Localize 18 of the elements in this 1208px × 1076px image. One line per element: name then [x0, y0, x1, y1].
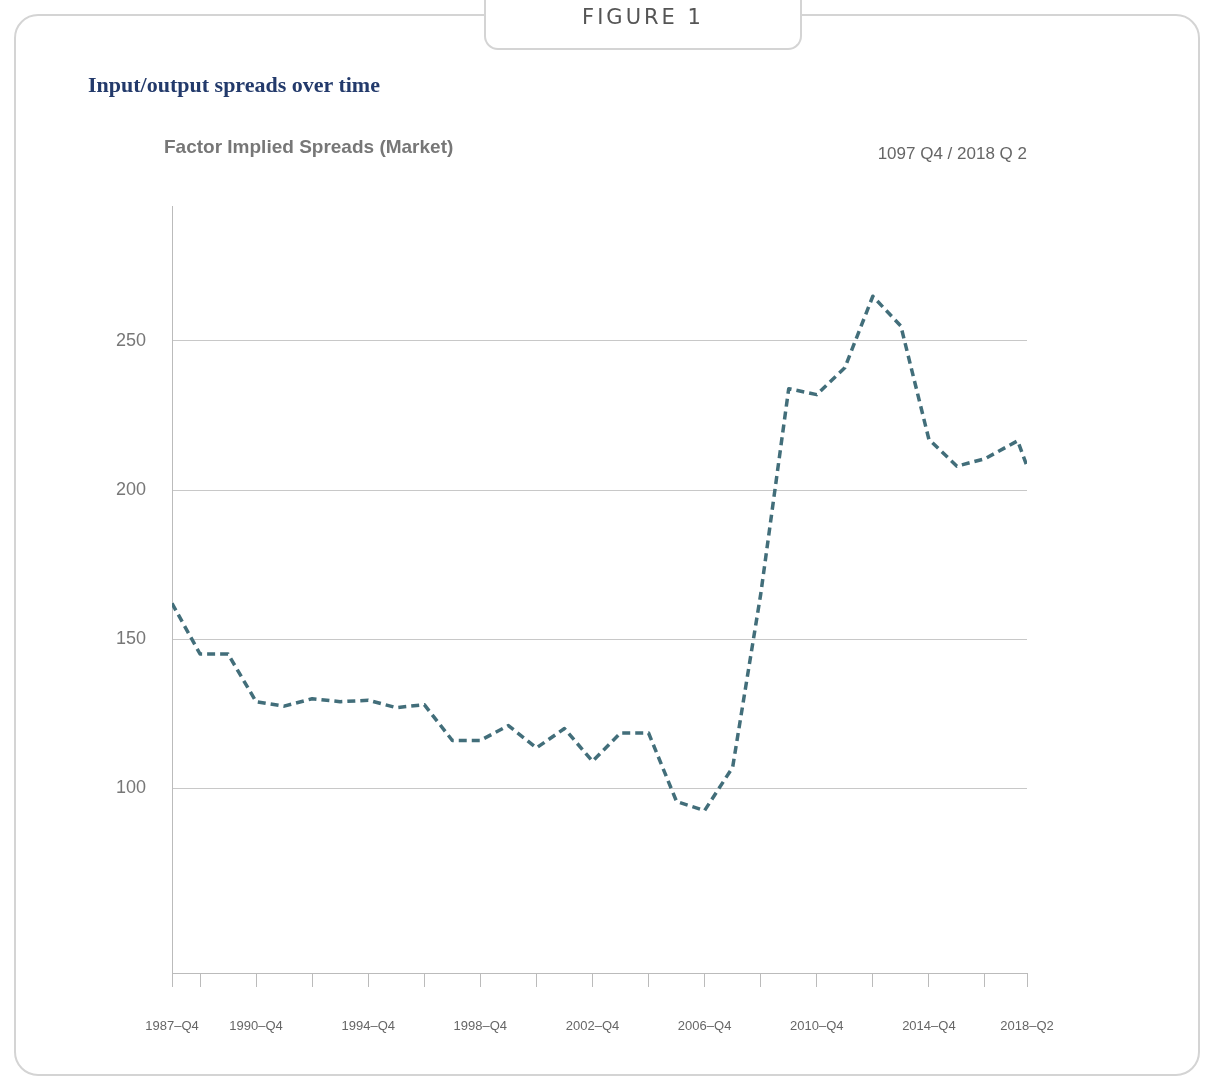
x-tick-label: 2002–Q4: [565, 1018, 620, 1034]
x-tick-label: 1990–Q4: [229, 1018, 283, 1034]
text: 1097 Q4 / 2018 Q 2: [877, 144, 1027, 164]
y-tick-label: 150: [115, 628, 146, 649]
y-tick-label: 100: [115, 777, 146, 798]
y-tick-label: 250: [115, 329, 146, 350]
line-series: [172, 294, 1027, 813]
x-tick-label: 2018–Q2: [1000, 1018, 1054, 1034]
x-tick-label: 2010–Q4: [790, 1018, 844, 1034]
x-tick-label: 1998–Q4: [453, 1018, 508, 1034]
y-tick-label: 200: [115, 478, 146, 499]
x-tick-label: 2006–Q4: [677, 1018, 732, 1034]
chart-title: Input/output spreads over time: [88, 72, 380, 98]
chart-subtitle: Factor Implied Spreads (Market): [164, 136, 454, 158]
x-tick-label: 1987–Q4: [145, 1018, 199, 1034]
caption: FIGURE 1: [484, 0, 802, 50]
x-tick-label: 2014–Q4: [902, 1018, 956, 1034]
x-tick-label: 1994–Q4: [341, 1018, 395, 1034]
